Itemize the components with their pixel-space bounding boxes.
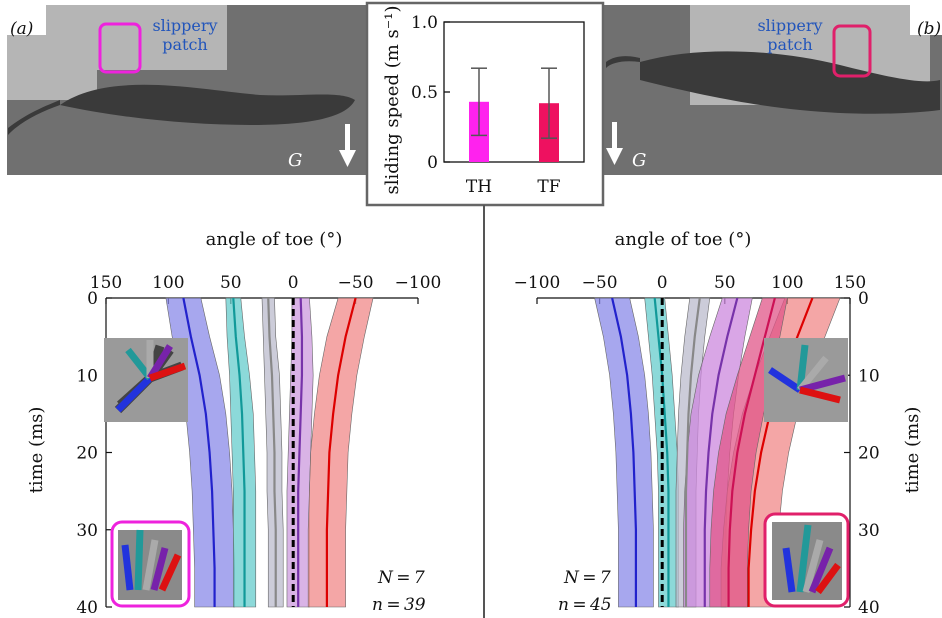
panel-b-letter: (b) [917, 19, 941, 39]
inset-chart: sliding speed (m s⁻¹) 0 0.5 1.0 TH TF [367, 3, 603, 618]
y-tick-label: 20 [76, 444, 98, 464]
photo-panel-a: (a) slippery patch G [6, 5, 367, 175]
x-tick-label: 50 [714, 273, 736, 293]
patch-a-label-line2: patch [162, 35, 207, 54]
x-tick-label: 50 [220, 273, 242, 293]
patch-b-label-line2: patch [767, 35, 812, 54]
gravity-label-a: G [288, 150, 302, 171]
y-tick-label: 30 [76, 521, 98, 541]
inset-y-tick-label: 0 [427, 153, 438, 173]
x-tick-label: 100 [771, 273, 803, 293]
chart-b-n-label: n = 45 [558, 595, 612, 615]
inset-x-tick-label: TH [466, 177, 492, 197]
y-tick-label: 0 [87, 289, 98, 309]
gravity-label-b: G [632, 150, 646, 171]
inset-y-tick-label: 1.0 [411, 13, 438, 33]
x-tick-label: 100 [152, 273, 184, 293]
x-tick-label: −50 [338, 273, 374, 293]
y-tick-label: 0 [858, 289, 869, 309]
chart-b-y-axis-title: time (ms) [902, 407, 923, 494]
chart-a-N-label: N = 7 [377, 568, 425, 588]
chart-b-x-axis-title: angle of toe (°) [615, 229, 752, 250]
chart-a-n-label: n = 39 [372, 595, 426, 615]
foot-icon-a-top [104, 338, 188, 422]
inset-y-axis-title: sliding speed (m s⁻¹) [382, 6, 403, 195]
chart-a-x-axis-title: angle of toe (°) [206, 229, 343, 250]
inset-x-tick-label: TF [537, 177, 560, 197]
foot-icon-b-bottom [765, 514, 848, 606]
foot-icon-b-top [764, 338, 848, 422]
x-tick-label: −50 [582, 273, 618, 293]
series-band [595, 298, 654, 607]
inset-y-tick-label: 0.5 [411, 83, 438, 103]
chart-b-N-label: N = 7 [563, 568, 611, 588]
patch-a-label-line1: slippery [152, 16, 217, 35]
foot-icon-a-bottom [112, 522, 189, 606]
series-band [308, 298, 373, 607]
toe-angle-chart-b: angle of toe (°) time (ms) −100 −50 0 50 100… [514, 229, 923, 618]
y-tick-label: 30 [858, 521, 880, 541]
panel-a-letter: (a) [10, 19, 33, 39]
toe-angle-chart-a: angle of toe (°) time (ms) 150 100 50 0 −50−… [26, 229, 441, 618]
x-tick-label: −100 [395, 273, 442, 293]
y-tick-label: 20 [858, 444, 880, 464]
y-tick-label: 10 [858, 366, 880, 386]
photo-panel-b: (b) slippery patch G [604, 5, 942, 175]
x-tick-label: 0 [288, 273, 299, 293]
x-tick-label: 0 [657, 273, 668, 293]
y-tick-label: 40 [76, 598, 98, 618]
patch-b-label-line1: slippery [757, 16, 822, 35]
y-tick-label: 40 [858, 598, 880, 618]
x-tick-label: −100 [514, 273, 561, 293]
series-band [262, 298, 283, 607]
y-tick-label: 10 [76, 366, 98, 386]
chart-a-y-axis-title: time (ms) [26, 407, 47, 494]
